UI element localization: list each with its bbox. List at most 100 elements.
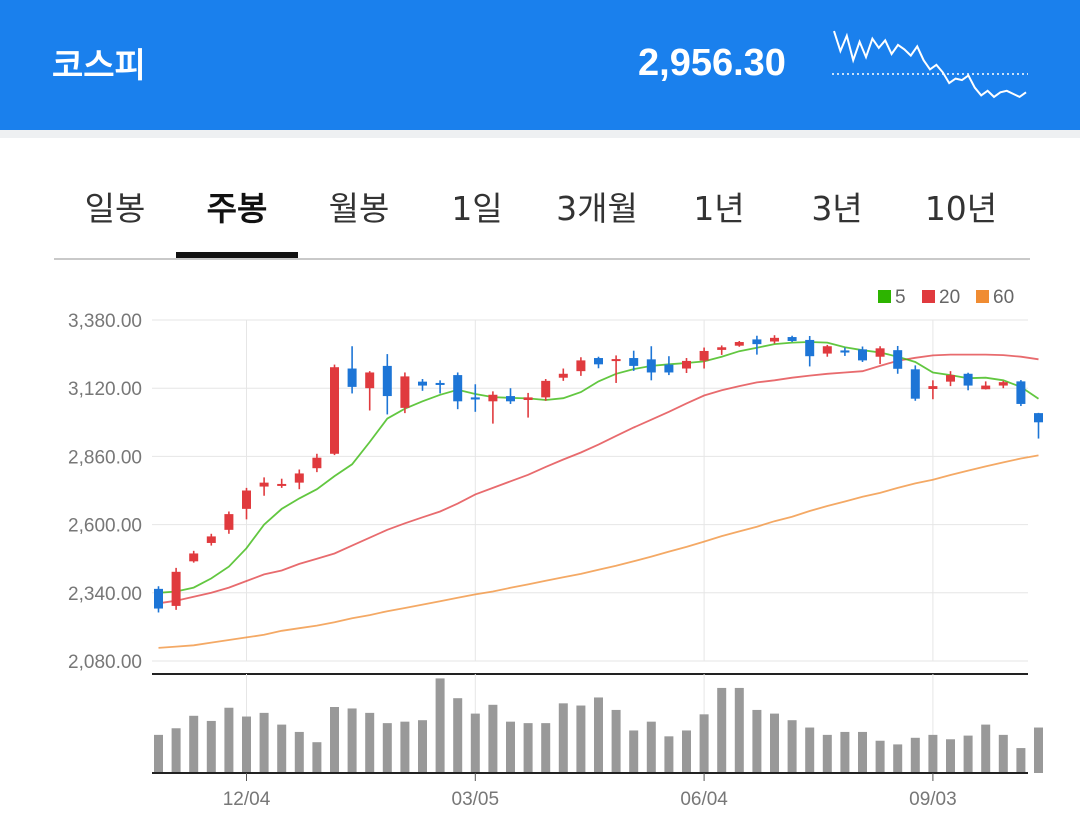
candle-body — [875, 348, 885, 357]
candle-body — [840, 350, 850, 353]
x-tick-label: 03/05 — [452, 789, 500, 810]
candle-body — [576, 360, 586, 372]
volume-bar — [576, 705, 586, 773]
volume-bar — [787, 720, 797, 773]
legend-swatch — [878, 290, 891, 303]
tab-2[interactable]: 월봉 — [328, 189, 390, 228]
volume-bar — [805, 727, 815, 773]
y-tick-label: 3,380.00 — [68, 311, 142, 332]
candle-body — [805, 339, 815, 357]
volume-bar — [594, 697, 603, 773]
candle-body — [382, 365, 392, 397]
tab-1[interactable]: 주봉 — [176, 182, 298, 258]
volume-bar — [629, 730, 639, 773]
volume-bar — [558, 703, 568, 773]
candle-body — [435, 382, 445, 385]
legend-swatch — [922, 290, 935, 303]
candle-body — [224, 514, 234, 530]
volume-bar — [1034, 727, 1043, 773]
volume-bar — [840, 731, 850, 773]
legend-label: 20 — [939, 287, 960, 308]
y-tick-label: 2,600.00 — [68, 516, 142, 537]
volume-bar — [928, 734, 938, 773]
x-tick-label: 06/04 — [680, 789, 728, 810]
volume-bar — [611, 709, 621, 773]
candle-body — [365, 372, 375, 389]
volume-bar — [646, 721, 656, 773]
candle-body — [664, 364, 674, 373]
candle-body — [1034, 413, 1043, 423]
volume-bar — [717, 687, 727, 773]
candle-body — [453, 375, 463, 402]
volume-bar — [858, 731, 867, 773]
candle-body — [259, 482, 269, 487]
candle-body — [910, 369, 920, 399]
candle-body — [1016, 381, 1026, 404]
tab-5[interactable]: 1년 — [693, 189, 745, 228]
candle-body — [611, 359, 621, 362]
candle-body — [858, 349, 867, 361]
candle-body — [998, 382, 1008, 386]
volume-bar — [664, 736, 674, 773]
x-tick-label: 09/03 — [909, 789, 957, 810]
tab-7[interactable]: 10년 — [924, 189, 998, 228]
candle-body — [488, 394, 498, 402]
volume-bar — [1016, 748, 1026, 773]
candle-body — [770, 337, 779, 342]
volume-bar — [875, 740, 885, 773]
volume-bar — [946, 739, 955, 773]
candle-body — [541, 380, 551, 398]
candle-body — [347, 368, 357, 387]
volume-bar — [418, 720, 427, 773]
tab-4[interactable]: 3개월 — [556, 189, 638, 228]
volume-bar — [206, 720, 216, 773]
volume-bar — [347, 708, 357, 773]
candle-body — [312, 457, 322, 469]
volume-bar — [963, 735, 973, 773]
candle-body — [699, 350, 709, 361]
volume-bar — [541, 723, 551, 773]
legend-label: 5 — [895, 287, 906, 308]
tab-3[interactable]: 1일 — [451, 189, 503, 228]
tab-0[interactable]: 일봉 — [84, 189, 146, 228]
candle-body — [787, 337, 797, 341]
volume-bar — [822, 734, 832, 773]
section-divider — [0, 130, 1080, 138]
volume-bar — [699, 714, 709, 773]
x-tick-label: 12/04 — [223, 789, 271, 810]
index-price: 2,956.30 — [638, 42, 786, 84]
candle-body — [963, 373, 973, 386]
volume-bar — [910, 737, 920, 773]
volume-bar — [752, 709, 762, 773]
volume-bar — [224, 707, 234, 773]
candle-body — [717, 347, 727, 350]
ma20-line — [158, 353, 1039, 605]
volume-bar — [435, 678, 445, 773]
volume-bar — [277, 724, 287, 773]
ma60-line — [158, 454, 1039, 649]
volume-bar — [171, 728, 181, 773]
volume-bar — [770, 713, 779, 773]
volume-bar — [682, 730, 691, 773]
candle-body — [154, 588, 163, 609]
candle-body — [277, 483, 287, 486]
volume-bar — [453, 698, 463, 773]
volume-bar — [154, 734, 163, 773]
legend-swatch — [976, 290, 989, 303]
period-tabs: 일봉 주봉 월봉 1일 3개월 1년 3년 10년 — [54, 182, 1030, 260]
candle-body — [294, 473, 304, 483]
y-tick-label: 2,340.00 — [68, 584, 142, 605]
candle-body — [189, 553, 199, 562]
candle-body — [418, 381, 427, 386]
volume-bar — [330, 707, 339, 773]
candle-body — [629, 358, 639, 366]
volume-bar — [506, 721, 515, 773]
candle-body — [206, 536, 216, 543]
tab-6[interactable]: 3년 — [811, 189, 863, 228]
volume-bar — [294, 731, 304, 773]
volume-bar — [189, 715, 199, 773]
volume-bar — [981, 724, 991, 773]
volume-bar — [523, 723, 533, 773]
y-tick-label: 3,120.00 — [68, 379, 142, 400]
candle-body — [523, 397, 533, 401]
